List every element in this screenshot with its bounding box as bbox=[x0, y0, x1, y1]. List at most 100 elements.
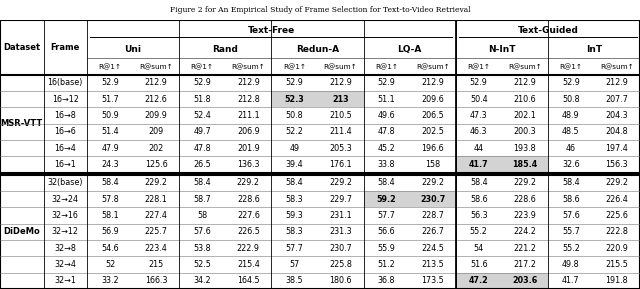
Text: 211.4: 211.4 bbox=[329, 127, 352, 136]
Text: 173.5: 173.5 bbox=[421, 276, 444, 285]
Text: DiDeMo: DiDeMo bbox=[3, 227, 40, 236]
Text: 52: 52 bbox=[105, 260, 115, 269]
Text: 210.5: 210.5 bbox=[329, 111, 352, 120]
Text: R@1↑: R@1↑ bbox=[283, 63, 306, 70]
Text: 207.7: 207.7 bbox=[605, 95, 628, 104]
Text: 229.2: 229.2 bbox=[513, 178, 536, 187]
Text: 54.6: 54.6 bbox=[101, 244, 119, 253]
Text: 51.1: 51.1 bbox=[378, 95, 396, 104]
Text: 202.1: 202.1 bbox=[513, 111, 536, 120]
Text: 209: 209 bbox=[148, 127, 164, 136]
Text: Figure 2 for An Empirical Study of Frame Selection for Text-to-Video Retrieval: Figure 2 for An Empirical Study of Frame… bbox=[170, 6, 470, 14]
Text: R@1↑: R@1↑ bbox=[99, 63, 122, 70]
Text: Uni: Uni bbox=[125, 45, 141, 54]
Text: 201.9: 201.9 bbox=[237, 144, 260, 153]
Text: N-InT: N-InT bbox=[488, 45, 515, 54]
Text: 24.3: 24.3 bbox=[101, 160, 119, 169]
Text: 16→12: 16→12 bbox=[52, 95, 79, 104]
Text: 191.8: 191.8 bbox=[605, 276, 628, 285]
Text: 49: 49 bbox=[289, 144, 300, 153]
Text: 57.8: 57.8 bbox=[101, 194, 119, 204]
Text: R@1↑: R@1↑ bbox=[559, 63, 582, 70]
Text: 16→4: 16→4 bbox=[54, 144, 76, 153]
Text: 213.5: 213.5 bbox=[421, 260, 444, 269]
Text: 45.2: 45.2 bbox=[378, 144, 396, 153]
Text: 52.9: 52.9 bbox=[193, 78, 211, 87]
Text: 47.2: 47.2 bbox=[469, 276, 488, 285]
Text: 16→6: 16→6 bbox=[54, 127, 76, 136]
Text: 16(base): 16(base) bbox=[47, 78, 83, 87]
Text: 56.6: 56.6 bbox=[378, 227, 396, 236]
Text: Dataset: Dataset bbox=[3, 43, 40, 52]
Text: 50.9: 50.9 bbox=[101, 111, 119, 120]
Text: 59.2: 59.2 bbox=[377, 194, 396, 204]
Text: 229.2: 229.2 bbox=[605, 178, 628, 187]
Text: 205.3: 205.3 bbox=[329, 144, 352, 153]
Text: 215: 215 bbox=[148, 260, 164, 269]
Text: 229.2: 229.2 bbox=[145, 178, 168, 187]
Text: 52.2: 52.2 bbox=[285, 127, 303, 136]
Text: 51.6: 51.6 bbox=[470, 260, 488, 269]
Text: 57.6: 57.6 bbox=[562, 211, 580, 220]
Text: 33.8: 33.8 bbox=[378, 160, 396, 169]
Text: 228.6: 228.6 bbox=[513, 194, 536, 204]
Text: 32(base): 32(base) bbox=[47, 178, 83, 187]
Text: 227.6: 227.6 bbox=[237, 211, 260, 220]
Text: 212.9: 212.9 bbox=[513, 78, 536, 87]
Text: 51.4: 51.4 bbox=[101, 127, 119, 136]
Text: R@sum↑: R@sum↑ bbox=[140, 63, 173, 70]
Text: 58.4: 58.4 bbox=[285, 178, 303, 187]
Text: 33.2: 33.2 bbox=[101, 276, 119, 285]
Text: 58.6: 58.6 bbox=[470, 194, 488, 204]
Text: 34.2: 34.2 bbox=[193, 276, 211, 285]
Text: Redun-A: Redun-A bbox=[296, 45, 339, 54]
Text: 229.7: 229.7 bbox=[329, 194, 352, 204]
Text: 57: 57 bbox=[289, 260, 300, 269]
Text: 51.7: 51.7 bbox=[101, 95, 119, 104]
Text: 52.5: 52.5 bbox=[193, 260, 211, 269]
Text: 206.9: 206.9 bbox=[237, 127, 260, 136]
Text: 32→8: 32→8 bbox=[54, 244, 76, 253]
Text: 204.3: 204.3 bbox=[605, 111, 628, 120]
Text: 229.2: 229.2 bbox=[421, 178, 444, 187]
Text: 229.2: 229.2 bbox=[237, 178, 260, 187]
Text: R@sum↑: R@sum↑ bbox=[600, 63, 634, 70]
Text: Frame: Frame bbox=[51, 43, 80, 52]
Text: 176.1: 176.1 bbox=[329, 160, 352, 169]
Text: 32→24: 32→24 bbox=[52, 194, 79, 204]
Text: 32→12: 32→12 bbox=[52, 227, 79, 236]
Text: 53.8: 53.8 bbox=[193, 244, 211, 253]
Text: 215.4: 215.4 bbox=[237, 260, 260, 269]
Text: 52.4: 52.4 bbox=[193, 111, 211, 120]
Text: 50.4: 50.4 bbox=[470, 95, 488, 104]
Text: 229.2: 229.2 bbox=[329, 178, 352, 187]
Text: 217.2: 217.2 bbox=[513, 260, 536, 269]
Text: 58.4: 58.4 bbox=[470, 178, 488, 187]
Text: 32→16: 32→16 bbox=[52, 211, 79, 220]
Text: 47.8: 47.8 bbox=[193, 144, 211, 153]
Text: 39.4: 39.4 bbox=[285, 160, 303, 169]
Text: 55.7: 55.7 bbox=[562, 227, 580, 236]
Text: 55.9: 55.9 bbox=[378, 244, 396, 253]
Text: 26.5: 26.5 bbox=[193, 160, 211, 169]
Text: 47.9: 47.9 bbox=[101, 144, 119, 153]
Text: 59.3: 59.3 bbox=[285, 211, 303, 220]
Text: LQ-A: LQ-A bbox=[397, 45, 422, 54]
Text: R@sum↑: R@sum↑ bbox=[324, 63, 357, 70]
Text: R@sum↑: R@sum↑ bbox=[508, 63, 541, 70]
Text: 51.2: 51.2 bbox=[378, 260, 396, 269]
Text: Rand: Rand bbox=[212, 45, 238, 54]
Text: 57.6: 57.6 bbox=[193, 227, 211, 236]
Text: 54: 54 bbox=[474, 244, 484, 253]
Text: MSR-VTT: MSR-VTT bbox=[1, 119, 43, 128]
Text: 209.6: 209.6 bbox=[421, 95, 444, 104]
Text: 225.6: 225.6 bbox=[605, 211, 628, 220]
Text: 230.7: 230.7 bbox=[329, 244, 352, 253]
Text: 202: 202 bbox=[148, 144, 164, 153]
Text: 225.7: 225.7 bbox=[145, 227, 168, 236]
Bar bbox=[456, 273, 502, 289]
Text: 180.6: 180.6 bbox=[329, 276, 352, 285]
Bar bbox=[502, 273, 548, 289]
Bar bbox=[271, 91, 317, 108]
Text: 47.3: 47.3 bbox=[470, 111, 488, 120]
